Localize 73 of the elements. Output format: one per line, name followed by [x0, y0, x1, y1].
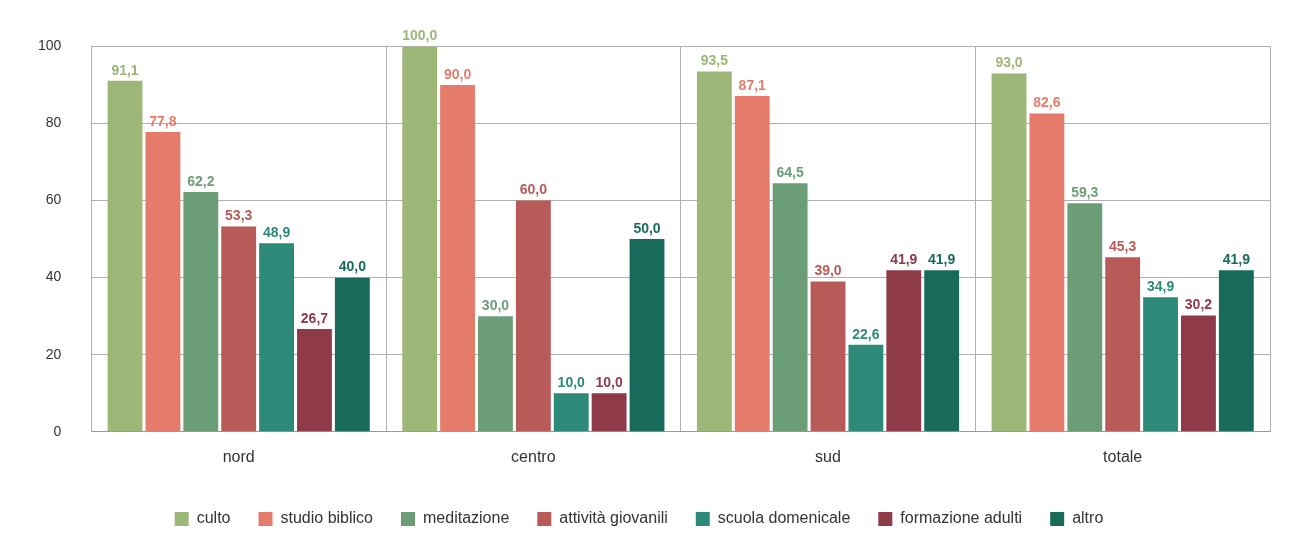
- y-tick-label: 100: [38, 37, 62, 54]
- bar: [810, 281, 846, 432]
- data-label: 30,0: [481, 297, 510, 314]
- bar: [107, 80, 143, 432]
- legend-label: meditazione: [423, 509, 510, 527]
- x-tick-label: nord: [222, 447, 255, 465]
- data-label: 48,9: [262, 224, 291, 241]
- bar: [553, 393, 589, 432]
- data-label: 53,3: [225, 207, 253, 224]
- data-label: 34,9: [1146, 278, 1175, 295]
- bar: [591, 393, 627, 432]
- y-tick-label: 40: [45, 268, 62, 285]
- bar: [886, 270, 922, 432]
- bar: [1029, 113, 1065, 432]
- data-label: 30,2: [1184, 296, 1213, 313]
- bar: [696, 71, 732, 432]
- bar: [991, 73, 1027, 432]
- bar: [1067, 203, 1103, 432]
- data-label: 82,6: [1033, 94, 1061, 111]
- bar: [1218, 270, 1254, 432]
- bar: [440, 84, 476, 432]
- x-tick-label: sud: [815, 447, 841, 465]
- y-tick-label: 0: [53, 422, 62, 439]
- bar: [515, 200, 551, 432]
- bar: [1143, 297, 1178, 432]
- legend-label: culto: [196, 509, 231, 527]
- data-label: 10,0: [595, 374, 623, 391]
- data-label: 39,0: [814, 262, 842, 279]
- data-label: 41,9: [928, 251, 956, 268]
- data-label: 91,1: [111, 61, 139, 78]
- data-label: 77,8: [149, 112, 177, 129]
- y-tick-label: 60: [45, 191, 62, 208]
- data-label: 26,7: [300, 309, 329, 326]
- bar: [183, 192, 219, 432]
- bar: [1105, 257, 1141, 432]
- bar: [297, 328, 332, 432]
- data-label: 50,0: [633, 219, 661, 236]
- bar: [221, 226, 257, 432]
- bar: [734, 96, 770, 432]
- data-label: 90,0: [443, 65, 472, 82]
- legend-label: studio biblico: [280, 509, 374, 527]
- bar: [402, 46, 438, 432]
- data-label: 64,5: [776, 164, 804, 181]
- bar: [924, 270, 960, 432]
- data-label: 87,1: [738, 76, 767, 93]
- x-tick-label: centro: [511, 447, 556, 465]
- data-label: 93,5: [700, 52, 729, 69]
- data-label: 100,0: [402, 27, 438, 44]
- data-label: 22,6: [852, 325, 880, 342]
- data-label: 41,9: [1222, 251, 1251, 268]
- legend-label: altro: [1072, 509, 1104, 527]
- data-label: 10,0: [557, 374, 586, 391]
- legend-label: scuola domenicale: [717, 509, 851, 527]
- data-label: 59,3: [1071, 184, 1099, 201]
- bar: [848, 344, 884, 432]
- bar: [259, 243, 294, 432]
- data-label: 45,3: [1109, 238, 1137, 255]
- data-label: 93,0: [995, 54, 1023, 71]
- data-label: 60,0: [519, 181, 548, 198]
- data-label: 41,9: [890, 251, 918, 268]
- bar: [334, 277, 370, 432]
- y-tick-label: 80: [45, 114, 62, 131]
- x-tick-label: totale: [1103, 447, 1143, 465]
- data-label: 62,2: [187, 172, 215, 189]
- bar: [1181, 315, 1216, 432]
- data-label: 40,0: [338, 258, 367, 275]
- legend-label: formazione adulti: [900, 509, 1023, 527]
- legend-label: attività giovanili: [559, 509, 668, 527]
- bar: [145, 131, 181, 432]
- bar: [478, 316, 513, 432]
- y-tick-label: 20: [45, 345, 62, 362]
- bar: [629, 239, 665, 432]
- bar: [772, 183, 808, 432]
